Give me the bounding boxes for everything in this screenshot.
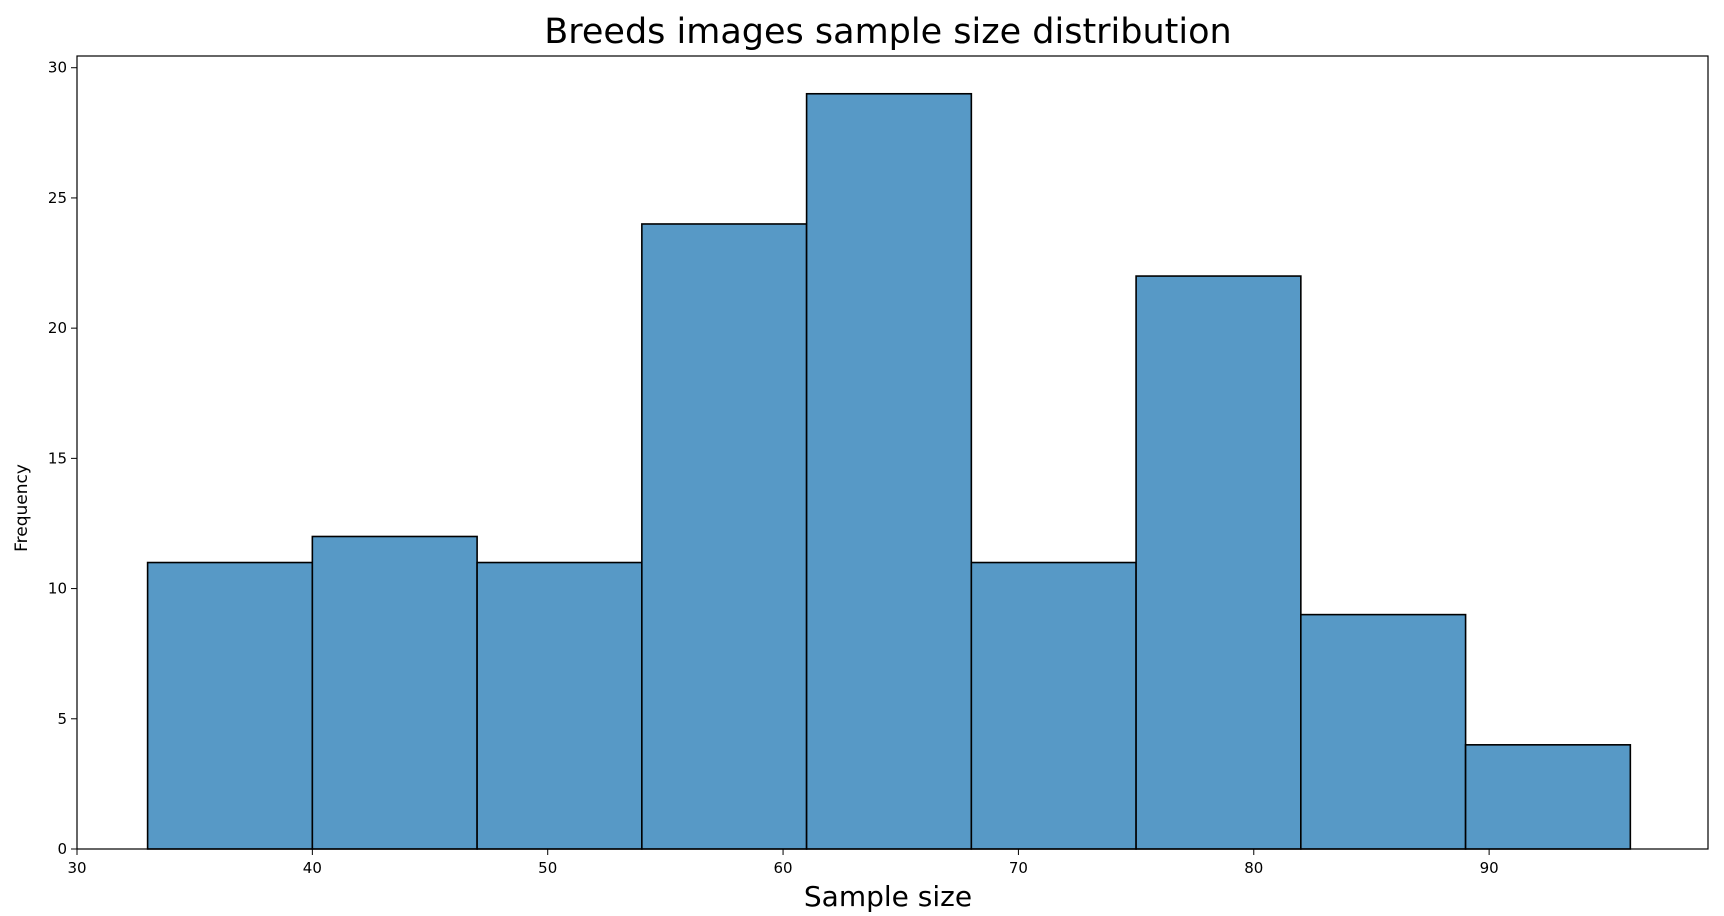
y-tick-label: 0 xyxy=(57,840,67,858)
x-tick-label: 50 xyxy=(538,859,557,877)
x-tick-label: 40 xyxy=(303,859,322,877)
x-axis-label: Sample size xyxy=(804,880,972,913)
y-tick-label: 25 xyxy=(48,189,67,207)
chart-title: Breeds images sample size distribution xyxy=(544,12,1231,52)
histogram-bar xyxy=(641,223,808,850)
bars-group xyxy=(146,92,1632,850)
histogram-bar xyxy=(476,561,643,850)
histogram-bar xyxy=(1300,613,1467,850)
histogram-bar xyxy=(146,561,314,850)
x-tick-label: 60 xyxy=(774,859,793,877)
histogram-bar xyxy=(805,92,973,850)
y-tick-label: 30 xyxy=(48,59,67,77)
histogram-bar xyxy=(970,561,1137,850)
y-tick-label: 15 xyxy=(48,449,67,467)
y-tick-label: 20 xyxy=(48,319,67,337)
histogram-bar xyxy=(1135,275,1302,850)
x-tick-label: 30 xyxy=(67,859,86,877)
x-tick-label: 80 xyxy=(1244,859,1263,877)
y-axis-label: Frequency xyxy=(12,464,32,552)
plot-frame xyxy=(76,55,1709,850)
histogram-bar xyxy=(311,535,478,850)
x-tick-label: 90 xyxy=(1480,859,1499,877)
x-axis-ticks: 30 40 50 60 70 80 90 xyxy=(67,849,1499,877)
histogram-bar xyxy=(1464,744,1632,850)
y-tick-label: 5 xyxy=(57,710,67,728)
y-tick-label: 10 xyxy=(48,580,67,598)
y-axis-ticks: 0 5 10 15 20 25 30 xyxy=(48,59,77,858)
x-tick-label: 70 xyxy=(1009,859,1028,877)
